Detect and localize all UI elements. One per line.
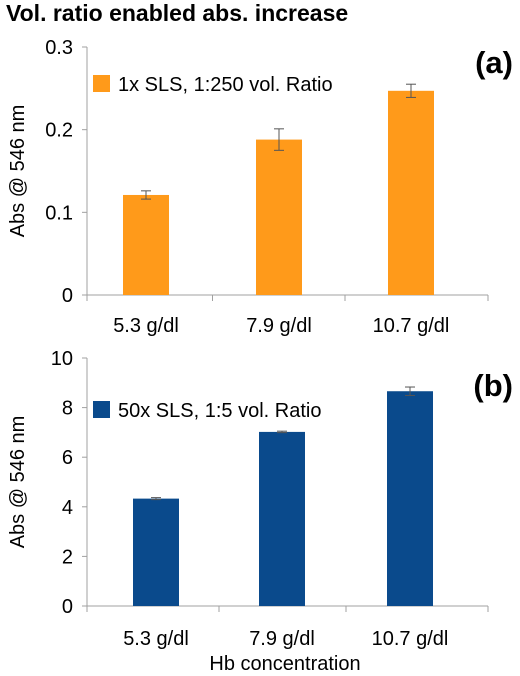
panel-a-category-label: 7.9 g/dl [246,315,312,337]
panel-a-bar [256,139,302,295]
panel-b-y-tick-label: 4 [62,497,73,519]
panel-b-y-tick-label: 0 [62,596,73,618]
panel-a-y-tick-label: 0.2 [45,120,73,142]
panel-b-y-tick-label: 10 [51,348,73,370]
panel-b-bar [133,498,179,606]
panel-a-category-label: 5.3 g/dl [113,315,179,337]
panel-a-y-tick-label: 0.3 [45,37,73,59]
panel-a-y-tick-label: 0.1 [45,202,73,224]
panel-a-legend-label: 1x SLS, 1:250 vol. Ratio [118,74,333,96]
panel-a-bar [123,194,169,295]
panel-b-panel-label: (b) [473,368,513,403]
panel-b-legend-swatch [93,401,110,418]
panel-b-y-tick-label: 2 [62,546,73,568]
panel-b-category-label: 10.7 g/dl [372,628,449,650]
panel-b-category-label: 7.9 g/dl [249,628,315,650]
panel-a-bar [388,90,434,296]
panel-a-legend-swatch [93,75,110,92]
panel-b-bar [259,431,305,606]
panel-b-y-tick-label: 6 [62,447,73,469]
figure-title: Vol. ratio enabled abs. increase [6,0,349,26]
panel-b-x-axis-label: Hb concentration [209,653,360,675]
panel-b-bar [387,391,433,606]
panel-a-y-axis-label: Abs @ 546 nm [7,105,29,238]
panel-b-legend-label: 50x SLS, 1:5 vol. Ratio [118,400,321,422]
panel-a-y-tick-label: 0 [62,285,73,307]
panel-b-y-axis-label: Abs @ 546 nm [7,416,29,549]
panel-b-category-label: 5.3 g/dl [123,628,189,650]
panel-a-panel-label: (a) [475,45,513,80]
panel-b-y-tick-label: 8 [62,398,73,420]
panel-a-category-label: 10.7 g/dl [373,315,450,337]
